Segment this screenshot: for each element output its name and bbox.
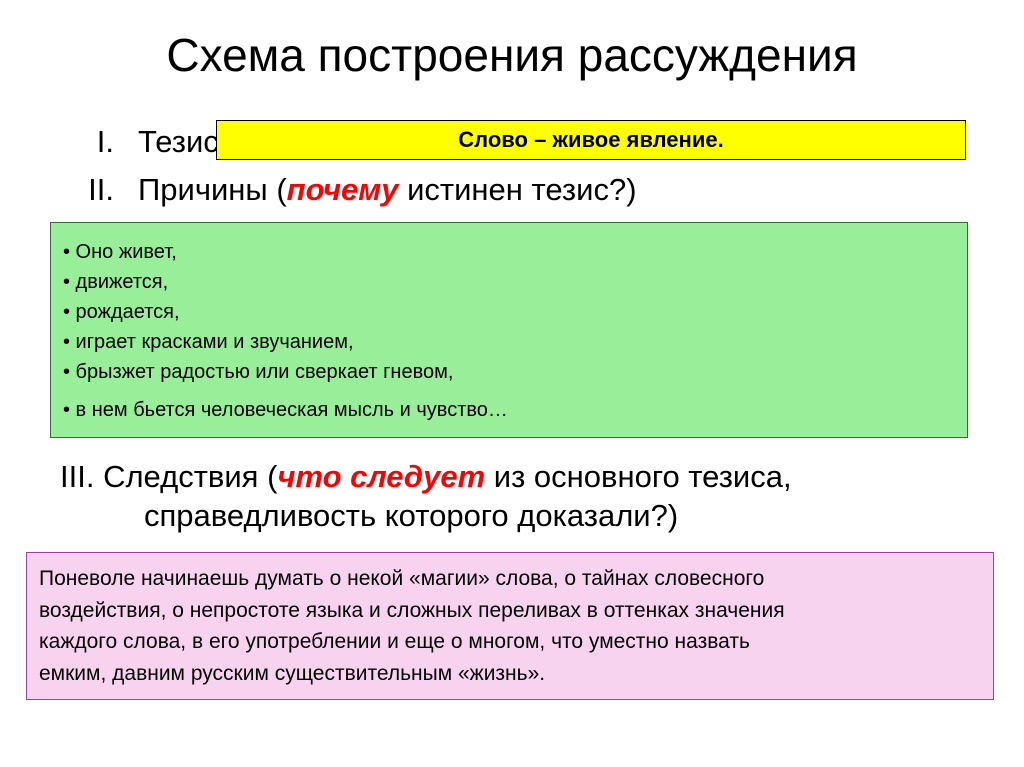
section-3-heading-line1: III. Следствия (что следует из основного… <box>60 456 792 498</box>
section-2-numeral: II. <box>60 172 114 208</box>
section-3-suffix: из основного тезиса, <box>485 459 791 494</box>
slide-title: Схема построения рассуждения <box>0 28 1024 82</box>
section-2-prefix: Причины ( <box>138 172 287 207</box>
reason-bullet: • движется, <box>63 267 955 297</box>
reason-bullet: • в нем бьется человеческая мысль и чувс… <box>63 395 955 425</box>
section-3-heading-line2: справедливость которого доказали?) <box>144 498 678 534</box>
reason-bullet: • играет красками и звучанием, <box>63 327 955 357</box>
reason-bullet: • брызжет радостью или сверкает гневом, <box>63 357 955 387</box>
section-3-prefix: III. Следствия ( <box>60 459 277 494</box>
section-1-heading: I. Тезис <box>60 124 219 160</box>
section-2-emph: почему <box>287 172 399 207</box>
slide: Схема построения рассуждения I. Тезис Сло… <box>0 0 1024 767</box>
consequence-line: емким, давним русским существительным «ж… <box>39 658 981 690</box>
consequence-line: воздействия, о непростоте языка и сложны… <box>39 595 981 627</box>
reason-bullet: • рождается, <box>63 297 955 327</box>
consequence-box: Поневоле начинаешь думать о некой «магии… <box>26 552 994 700</box>
section-1-label: Тезис <box>138 124 219 159</box>
section-2-suffix: истинен тезис?) <box>398 172 636 207</box>
thesis-box: Слово – живое явление. <box>216 120 966 160</box>
section-2-heading: II. Причины (почему истинен тезис?) <box>60 172 637 208</box>
section-3-emph: что следует <box>277 459 485 494</box>
consequence-line: Поневоле начинаешь думать о некой «магии… <box>39 563 981 595</box>
reasons-box: • Оно живет, • движется, • рождается, • … <box>50 222 968 438</box>
reason-bullet: • Оно живет, <box>63 237 955 267</box>
section-1-numeral: I. <box>60 124 114 160</box>
consequence-line: каждого слова, в его употреблении и еще … <box>39 626 981 658</box>
